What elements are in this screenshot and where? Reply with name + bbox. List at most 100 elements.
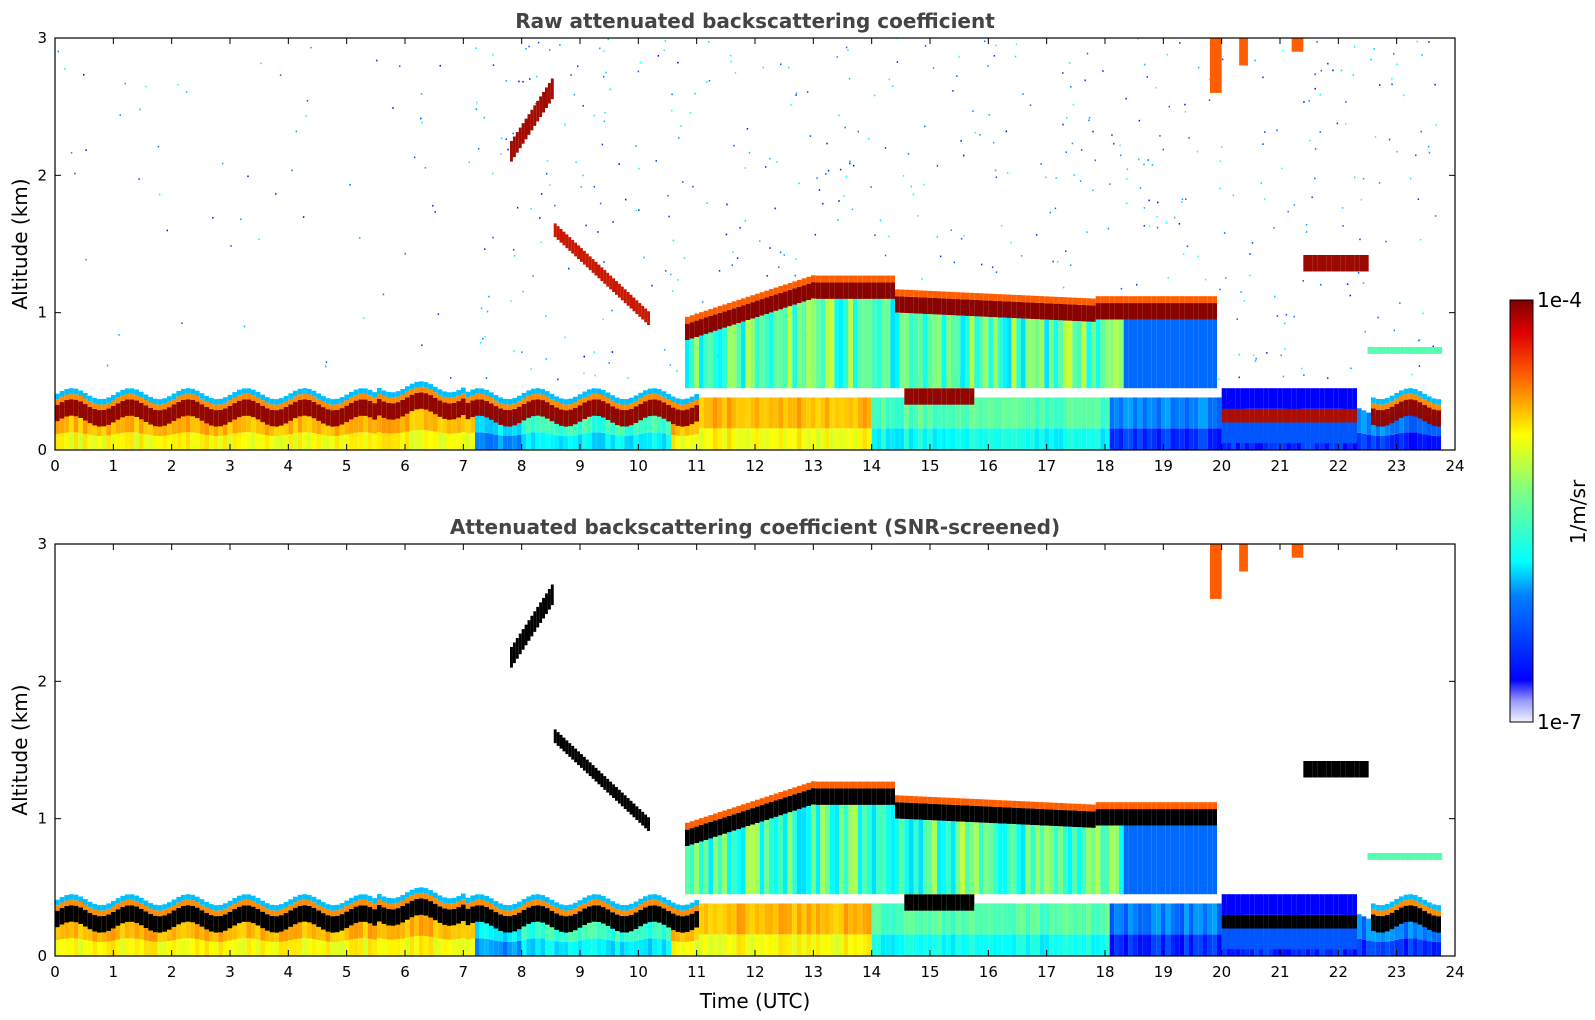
noise-cell: [1421, 54, 1423, 56]
heat-cell: [507, 942, 513, 956]
heat-cell: [531, 394, 536, 400]
heat-cell: [195, 396, 200, 402]
x-tick-label: 16: [979, 963, 998, 981]
heat-cell: [372, 909, 377, 926]
heat-cell: [722, 833, 727, 895]
heat-cell: [685, 910, 690, 916]
x-tick-label: 7: [459, 457, 469, 475]
heat-cell: [1147, 903, 1152, 935]
heat-cell: [773, 800, 779, 817]
heat-cell: [1128, 296, 1133, 304]
heat-cell: [862, 298, 867, 389]
heat-cell: [620, 792, 624, 807]
heat-cell: [1002, 294, 1007, 302]
heat-cell: [633, 401, 639, 407]
heat-cell: [283, 913, 289, 930]
heat-cell: [549, 404, 555, 422]
heat-cell: [689, 913, 695, 931]
noise-cell: [482, 337, 484, 340]
noise-cell: [1084, 79, 1086, 82]
heat-cell: [1147, 825, 1152, 895]
heat-cell: [946, 821, 951, 895]
heat-cell: [129, 432, 135, 450]
noise-cell: [994, 169, 997, 172]
heat-cell: [582, 397, 587, 403]
heat-cell: [750, 302, 755, 319]
noise-cell: [887, 235, 890, 238]
heat-cell: [395, 902, 401, 909]
heat-cell: [591, 899, 597, 906]
heat-cell: [451, 397, 457, 403]
heat-cell: [815, 282, 821, 299]
heat-cell: [1077, 428, 1082, 450]
noise-cell: [1284, 322, 1286, 325]
heat-cell: [129, 912, 135, 939]
heat-cell: [176, 401, 181, 419]
heat-cell: [647, 394, 653, 400]
heat-cell: [1203, 428, 1208, 450]
heat-cell: [591, 938, 597, 956]
heat-cell: [55, 899, 60, 906]
heat-cell: [204, 940, 209, 956]
heat-cell: [1240, 408, 1245, 423]
heat-cell: [545, 391, 550, 397]
noise-cell: [708, 41, 710, 43]
noise-cell: [1342, 225, 1344, 227]
heat-cell: [1226, 422, 1231, 444]
heat-cell: [139, 397, 144, 403]
heat-cell: [563, 910, 569, 917]
heat-cell: [1315, 928, 1320, 950]
heat-cell: [881, 397, 886, 429]
noise-cell: [1020, 255, 1023, 257]
heat-cell: [694, 434, 699, 450]
heat-cell: [694, 917, 699, 941]
heat-cell: [120, 400, 125, 418]
noise-cell: [1139, 187, 1142, 189]
heat-cell: [666, 940, 671, 956]
heat-cell: [573, 435, 578, 450]
x-tick-label: 21: [1270, 457, 1289, 475]
heat-cell: [535, 938, 541, 956]
heat-cell: [731, 301, 737, 309]
heat-cell: [553, 223, 557, 238]
heat-cell: [176, 409, 181, 434]
heat-cell: [764, 803, 769, 820]
heat-cell: [591, 406, 597, 433]
heat-cell: [1105, 397, 1110, 429]
heat-cell: [1326, 254, 1332, 272]
heat-cell: [251, 389, 256, 396]
heat-cell: [1025, 302, 1031, 319]
heat-cell: [596, 913, 601, 939]
heat-cell: [685, 404, 690, 410]
heat-cell: [129, 399, 135, 416]
heat-cell: [597, 264, 601, 279]
heat-cell: [134, 395, 139, 401]
heat-cell: [1403, 388, 1409, 395]
heat-cell: [391, 939, 396, 956]
heat-cell: [533, 611, 537, 632]
heat-cell: [1315, 408, 1320, 423]
noise-cell: [1373, 48, 1376, 50]
noise-cell: [1327, 62, 1329, 65]
heat-cell: [106, 402, 111, 409]
heat-cell: [1245, 928, 1250, 950]
heat-cell: [717, 312, 723, 330]
heat-cell: [1039, 903, 1045, 935]
heat-cell: [143, 906, 149, 912]
heat-cell: [1413, 900, 1418, 907]
heat-cell: [876, 298, 881, 389]
noise-cell: [873, 94, 876, 97]
heat-cell: [409, 895, 415, 901]
noise-cell: [554, 204, 556, 207]
heat-cell: [965, 934, 970, 956]
noise-cell: [960, 237, 963, 240]
heat-cell: [204, 395, 209, 402]
heat-cell: [633, 940, 639, 956]
heat-cell: [1086, 811, 1091, 828]
heat-cell: [666, 399, 671, 405]
heat-cell: [713, 307, 718, 315]
heat-cell: [335, 398, 340, 405]
noise-cell: [1435, 124, 1437, 127]
heat-cell: [1268, 422, 1273, 444]
heat-cell: [302, 894, 307, 900]
